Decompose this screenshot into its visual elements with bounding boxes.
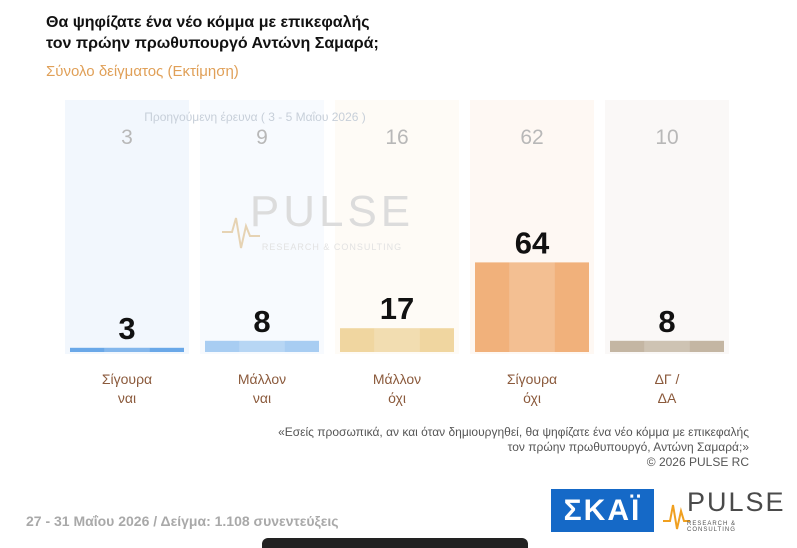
bar-highlight	[374, 328, 420, 352]
category-label: ναι	[118, 390, 136, 406]
column-background	[335, 100, 459, 354]
category-label: ΔΑ	[658, 390, 677, 406]
footer-sample-info: 27 - 31 Μαΐου 2026 / Δείγμα: 1.108 συνεν…	[26, 513, 339, 529]
pulse-logo-text: PULSE	[687, 487, 786, 517]
bar-highlight	[509, 262, 555, 352]
bar	[610, 340, 724, 352]
value-label: 17	[380, 291, 414, 326]
question-note: «Εσείς προσωπικά, αν και όταν δημιουργηθ…	[189, 425, 749, 470]
previous-value-label: 10	[655, 126, 678, 149]
value-label: 3	[118, 311, 135, 346]
title-line-1: Θα ψηφίζατε ένα νέο κόμμα με επικεφαλής	[46, 14, 370, 31]
category-label: Σίγουρα	[507, 371, 557, 387]
chart-subtitle: Σύνολο δείγματος (Εκτίμηση)	[46, 63, 239, 80]
pulse-logo-subtext: RESEARCH & CONSULTING	[687, 521, 737, 533]
bar-chart: PULSE RESEARCH & CONSULTING Προηγούμενη …	[65, 100, 729, 406]
bottom-bar	[262, 538, 528, 548]
bar	[70, 347, 184, 352]
watermark-pulse-icon	[222, 217, 260, 249]
column-background	[200, 100, 324, 354]
title-line-2: τον πρώην πρωθυπουργό Αντώνη Σαμαρά;	[46, 35, 379, 52]
note-copyright: © 2026 PULSE RC	[646, 455, 749, 469]
category-label: Μάλλον	[238, 371, 286, 387]
bar	[475, 262, 589, 352]
watermark-subtext: RESEARCH & CONSULTING	[262, 242, 402, 252]
category-label: Μάλλον	[373, 371, 421, 387]
previous-value-label: 62	[520, 126, 543, 149]
previous-survey-label: Προηγούμενη έρευνα ( 3 - 5 Μαΐου 2026 )	[144, 110, 366, 124]
bar	[340, 328, 454, 352]
bar	[205, 340, 319, 352]
category-label: ναι	[253, 390, 271, 406]
value-label: 8	[253, 304, 270, 339]
watermark-text: PULSE	[250, 187, 414, 236]
bar-highlight	[644, 340, 690, 352]
bar-highlight	[239, 340, 285, 352]
category-label: όχι	[523, 390, 541, 406]
value-label: 64	[515, 225, 550, 260]
bar-highlight	[104, 347, 150, 352]
note-line-1: «Εσείς προσωπικά, αν και όταν δημιουργηθ…	[278, 425, 749, 439]
value-label: 8	[658, 304, 675, 339]
category-label: όχι	[388, 390, 406, 406]
column-background	[605, 100, 729, 354]
category-label: ΔΓ /	[655, 371, 680, 387]
previous-value-label: 3	[121, 126, 133, 149]
column-background	[65, 100, 189, 354]
pulse-watermark: PULSE RESEARCH & CONSULTING	[222, 187, 414, 252]
note-line-2: τον πρώην πρωθυπουργό, Αντώνη Σαμαρά;»	[507, 440, 749, 454]
skai-logo: ΣΚΑΪ	[551, 489, 654, 532]
pulse-wave-icon	[663, 504, 690, 530]
category-label: Σίγουρα	[102, 371, 152, 387]
previous-value-label: 9	[256, 126, 268, 149]
pulse-logo: PULSE RESEARCH & CONSULTING	[662, 487, 784, 534]
chart-title: Θα ψηφίζατε ένα νέο κόμμα με επικεφαλής …	[46, 12, 566, 54]
previous-value-label: 16	[385, 126, 408, 149]
